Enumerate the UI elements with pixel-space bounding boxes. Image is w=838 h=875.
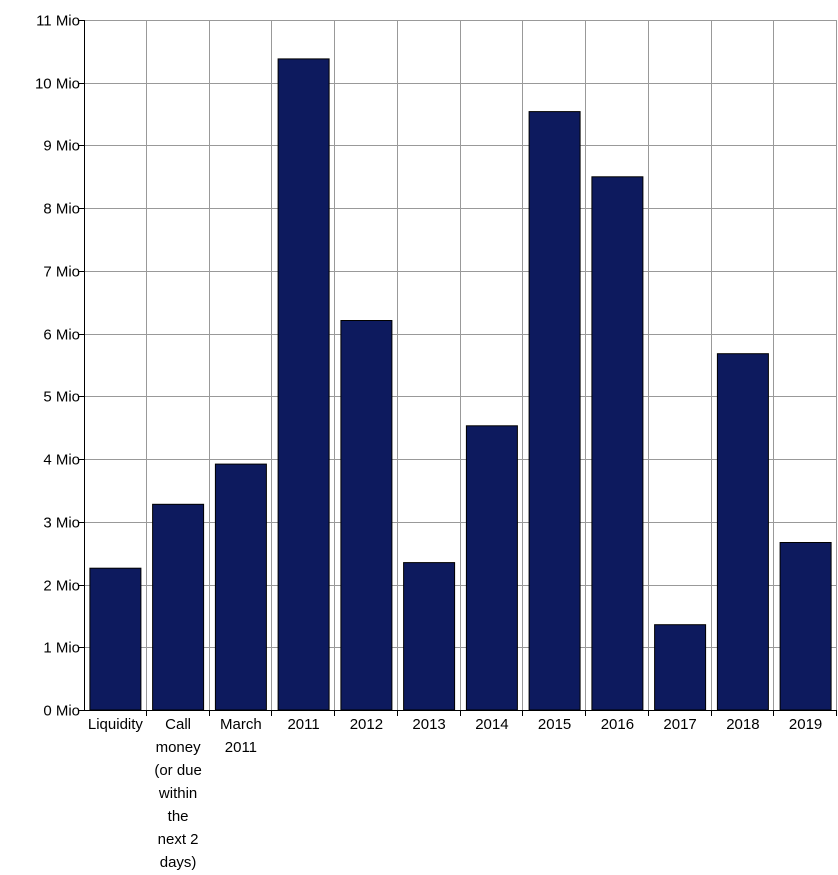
x-tick-label: 2013 bbox=[412, 716, 445, 733]
grid-lines bbox=[84, 20, 837, 711]
y-tick-label: 11 Mio bbox=[36, 13, 80, 30]
bar bbox=[277, 58, 330, 711]
x-tick-label-line: money bbox=[156, 739, 202, 756]
x-tick-label-line: March bbox=[220, 716, 262, 733]
x-tick-label: 2016 bbox=[601, 716, 634, 733]
x-tick-label: Liquidity bbox=[88, 716, 144, 733]
bar bbox=[89, 567, 142, 711]
y-tick-label: 5 Mio bbox=[43, 389, 80, 406]
y-tick-label: 9 Mio bbox=[43, 138, 80, 155]
bar bbox=[528, 111, 581, 711]
x-tick-label: 2012 bbox=[350, 716, 383, 733]
axes bbox=[78, 20, 837, 716]
bar bbox=[716, 353, 769, 711]
x-tick-label-line: 2019 bbox=[789, 716, 822, 733]
y-tick-label: 8 Mio bbox=[43, 201, 80, 218]
x-tick-label-line: 2013 bbox=[412, 716, 445, 733]
x-tick-label: Call money (or due within the next 2 days) bbox=[154, 716, 202, 871]
bar bbox=[403, 562, 456, 711]
x-tick-label: 2011 bbox=[287, 716, 319, 733]
y-tick-label: 4 Mio bbox=[43, 452, 80, 469]
x-tick-label-line: (or due bbox=[154, 762, 202, 779]
x-tick-label-line: 2011 bbox=[225, 739, 257, 756]
bar bbox=[152, 503, 205, 711]
x-tick-label-line: 2012 bbox=[350, 716, 383, 733]
x-tick-label-line: 2015 bbox=[538, 716, 571, 733]
x-tick-label: 2017 bbox=[663, 716, 696, 733]
x-tick-labels: Liquidity Call money (or due within the next 2… bbox=[88, 716, 822, 871]
bar bbox=[465, 425, 518, 711]
y-tick-labels: 0 Mio 1 Mio 2 Mio 3 Mio 4 Mio 5 Mio 6 Mio 7 Mio… bbox=[35, 13, 80, 720]
x-tick-label-line: 2011 bbox=[287, 716, 319, 733]
x-tick-label-line: next 2 bbox=[158, 831, 199, 848]
x-tick-label-line: 2017 bbox=[663, 716, 696, 733]
y-tick-label: 7 Mio bbox=[43, 264, 80, 281]
x-tick-label: 2019 bbox=[789, 716, 822, 733]
x-tick-label-line: within bbox=[158, 785, 197, 802]
y-tick-label: 10 Mio bbox=[35, 76, 80, 93]
y-tick-label: 2 Mio bbox=[43, 578, 80, 595]
x-tick-label: 2014 bbox=[475, 716, 508, 733]
x-tick-label-line: 2018 bbox=[726, 716, 759, 733]
bar bbox=[591, 176, 644, 711]
x-tick-label-line: days) bbox=[160, 854, 197, 871]
x-tick-label-line: 2016 bbox=[601, 716, 634, 733]
y-tick-label: 6 Mio bbox=[43, 327, 80, 344]
bar bbox=[779, 542, 832, 711]
bar bbox=[340, 320, 393, 711]
x-tick-label-line: Liquidity bbox=[88, 716, 144, 733]
bar bbox=[214, 463, 267, 711]
x-tick-label: 2015 bbox=[538, 716, 571, 733]
x-tick-label: 2018 bbox=[726, 716, 759, 733]
bars bbox=[89, 58, 832, 711]
x-tick-label-line: Call bbox=[165, 716, 191, 733]
y-tick-label: 3 Mio bbox=[43, 515, 80, 532]
y-tick-label: 0 Mio bbox=[43, 703, 80, 720]
bar bbox=[654, 624, 707, 711]
x-tick-label-line: 2014 bbox=[475, 716, 508, 733]
x-tick-label: March 2011 bbox=[220, 716, 262, 756]
y-tick-label: 1 Mio bbox=[43, 640, 80, 657]
x-tick-label-line: the bbox=[168, 808, 189, 825]
